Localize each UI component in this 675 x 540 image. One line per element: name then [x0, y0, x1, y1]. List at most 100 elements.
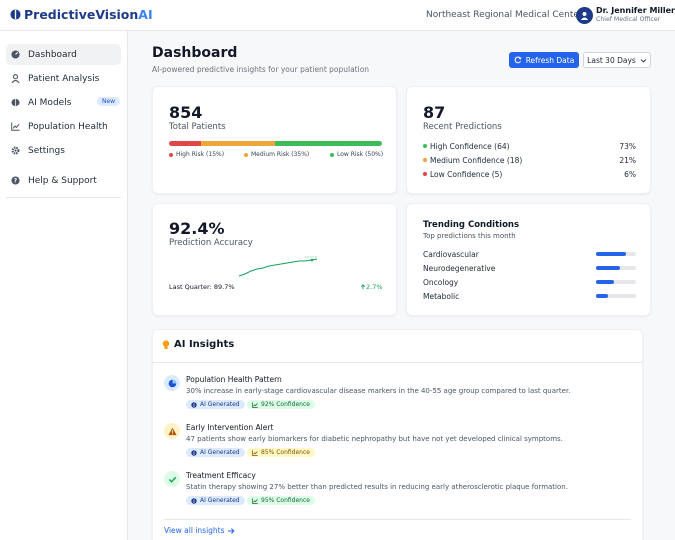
insights-footer-divider [164, 519, 631, 520]
page-title: Dashboard [152, 45, 238, 61]
gear-icon [9, 145, 21, 157]
accuracy-caption: Prediction Accuracy [169, 238, 253, 248]
high-risk-dot [169, 152, 173, 157]
legend-low-risk: Low Risk (50%) [330, 151, 383, 158]
app-name: PredictiveVision [24, 7, 139, 22]
insight-treatment-efficacy[interactable]: Treatment Efficacy Statin therapy showin… [164, 471, 634, 511]
sidebar-item-population-health[interactable]: Population Health [6, 116, 121, 137]
page-subtitle: AI-powered predictive insights for your … [152, 65, 370, 74]
confidence-row-medium: Medium Confidence (18) 21% [423, 155, 636, 165]
confidence-label: 92% Confidence [261, 401, 310, 408]
refresh-data-button[interactable]: Refresh Data [509, 52, 579, 68]
user-name[interactable]: Dr. Jennifer Miller [596, 6, 675, 15]
condition-fill [596, 252, 626, 256]
confidence-label: 85% Confidence [261, 449, 310, 456]
sidebar-item-patient-analysis[interactable]: Patient Analysis [6, 68, 121, 89]
sidebar: Dashboard Patient Analysis AI Models New… [0, 31, 128, 540]
ai-generated-badge: AI Generated [186, 448, 245, 457]
last-quarter-text: Last Quarter: 89.7% [169, 283, 235, 291]
sidebar-item-label: Population Health [28, 121, 108, 132]
condition-row-cardiovascular: Cardiovascular [423, 249, 636, 259]
condition-label: Neurodegenerative [423, 263, 496, 273]
legend-label: High Risk (15%) [176, 151, 225, 158]
view-all-insights-link[interactable]: View all insights [164, 526, 235, 535]
info-icon [191, 497, 197, 504]
low-confidence-dot [423, 172, 427, 176]
refresh-label: Refresh Data [525, 55, 575, 65]
chart-line-icon [252, 449, 258, 456]
brain-icon [9, 97, 21, 109]
legend-medium-risk: Medium Risk (35%) [244, 151, 309, 158]
risk-distribution-bar [169, 141, 382, 146]
insight-title: Early Intervention Alert [186, 423, 274, 432]
confidence-row-low: Low Confidence (5) 6% [423, 169, 636, 179]
sidebar-item-ai-models[interactable]: AI Models New [6, 92, 121, 113]
confidence-percent: 21% [619, 155, 636, 165]
eye-logo-icon [10, 9, 21, 20]
confidence-percent: 73% [619, 141, 636, 151]
insights-title-row: AI Insights [162, 339, 234, 350]
confidence-label: High Confidence (64) [430, 141, 510, 151]
insight-icon-bg [164, 471, 180, 487]
condition-label: Metabolic [423, 291, 460, 301]
accuracy-change-value: 2.7% [366, 283, 383, 291]
new-badge: New [97, 97, 121, 106]
total-patients-card: 854 Total Patients High Risk (15%) Mediu… [152, 86, 397, 194]
sidebar-item-label: Help & Support [28, 175, 97, 186]
date-range-value: Last 30 Days [587, 55, 636, 65]
chart-line-icon [252, 401, 258, 408]
recent-predictions-caption: Recent Predictions [423, 122, 502, 132]
confidence-label: Medium Confidence (18) [430, 155, 523, 165]
accuracy-sparkline [238, 256, 318, 277]
risk-segment-0 [169, 141, 201, 146]
user-role: Chief Medical Officer [596, 16, 661, 23]
avatar[interactable] [576, 7, 593, 24]
date-range-select[interactable]: Last 30 Days [583, 52, 651, 68]
confidence-label: 95% Confidence [261, 497, 310, 504]
ai-generated-badge: AI Generated [186, 496, 245, 505]
sidebar-item-help[interactable]: ? Help & Support [6, 170, 121, 191]
check-icon [168, 476, 176, 483]
app-logo[interactable]: PredictiveVision AI [10, 7, 153, 22]
sidebar-divider [6, 197, 121, 198]
warning-icon [167, 427, 177, 435]
sidebar-item-label: Dashboard [28, 49, 77, 60]
confidence-row-high: High Confidence (64) 73% [423, 141, 636, 151]
total-patients-value: 854 [169, 103, 203, 122]
confidence-badge: 85% Confidence [247, 448, 315, 457]
arrow-up-icon [360, 284, 366, 290]
sidebar-item-dashboard[interactable]: Dashboard [6, 44, 121, 65]
insight-description: 30% increase in early-stage cardiovascul… [186, 387, 571, 395]
sidebar-item-label: Settings [28, 145, 65, 156]
lightbulb-icon [162, 340, 170, 349]
gauge-icon [9, 49, 21, 61]
condition-fill [596, 294, 608, 298]
total-patients-caption: Total Patients [169, 122, 226, 132]
sidebar-item-label: Patient Analysis [28, 73, 100, 84]
trending-title: Trending Conditions [423, 220, 520, 230]
high-confidence-dot [423, 144, 427, 148]
low-risk-dot [330, 152, 334, 157]
confidence-badge: 92% Confidence [247, 400, 315, 409]
insights-divider [152, 362, 643, 363]
insight-icon-bg [164, 375, 180, 391]
ai-generated-label: AI Generated [200, 497, 240, 504]
sparkline-path [238, 258, 318, 277]
condition-label: Cardiovascular [423, 249, 479, 259]
app-name-accent: AI [138, 7, 153, 22]
sparkline-point [310, 258, 314, 262]
confidence-badge: 95% Confidence [247, 496, 315, 505]
legend-high-risk: High Risk (15%) [169, 151, 224, 158]
chart-pie-icon [168, 379, 176, 387]
insight-title: Population Health Pattern [186, 375, 282, 384]
medium-risk-dot [244, 152, 248, 157]
insight-early-intervention[interactable]: Early Intervention Alert 47 patients sho… [164, 423, 634, 463]
chevron-down-icon [640, 58, 647, 63]
chart-line-icon [9, 121, 21, 133]
insight-population-health[interactable]: Population Health Pattern 30% increase i… [164, 375, 634, 415]
condition-track [596, 294, 636, 298]
sidebar-item-label: AI Models [28, 97, 72, 108]
top-bar: PredictiveVision AI Northeast Regional Me… [0, 0, 675, 31]
sidebar-item-settings[interactable]: Settings [6, 140, 121, 161]
recent-predictions-card: 87 Recent Predictions High Confidence (6… [406, 86, 651, 194]
